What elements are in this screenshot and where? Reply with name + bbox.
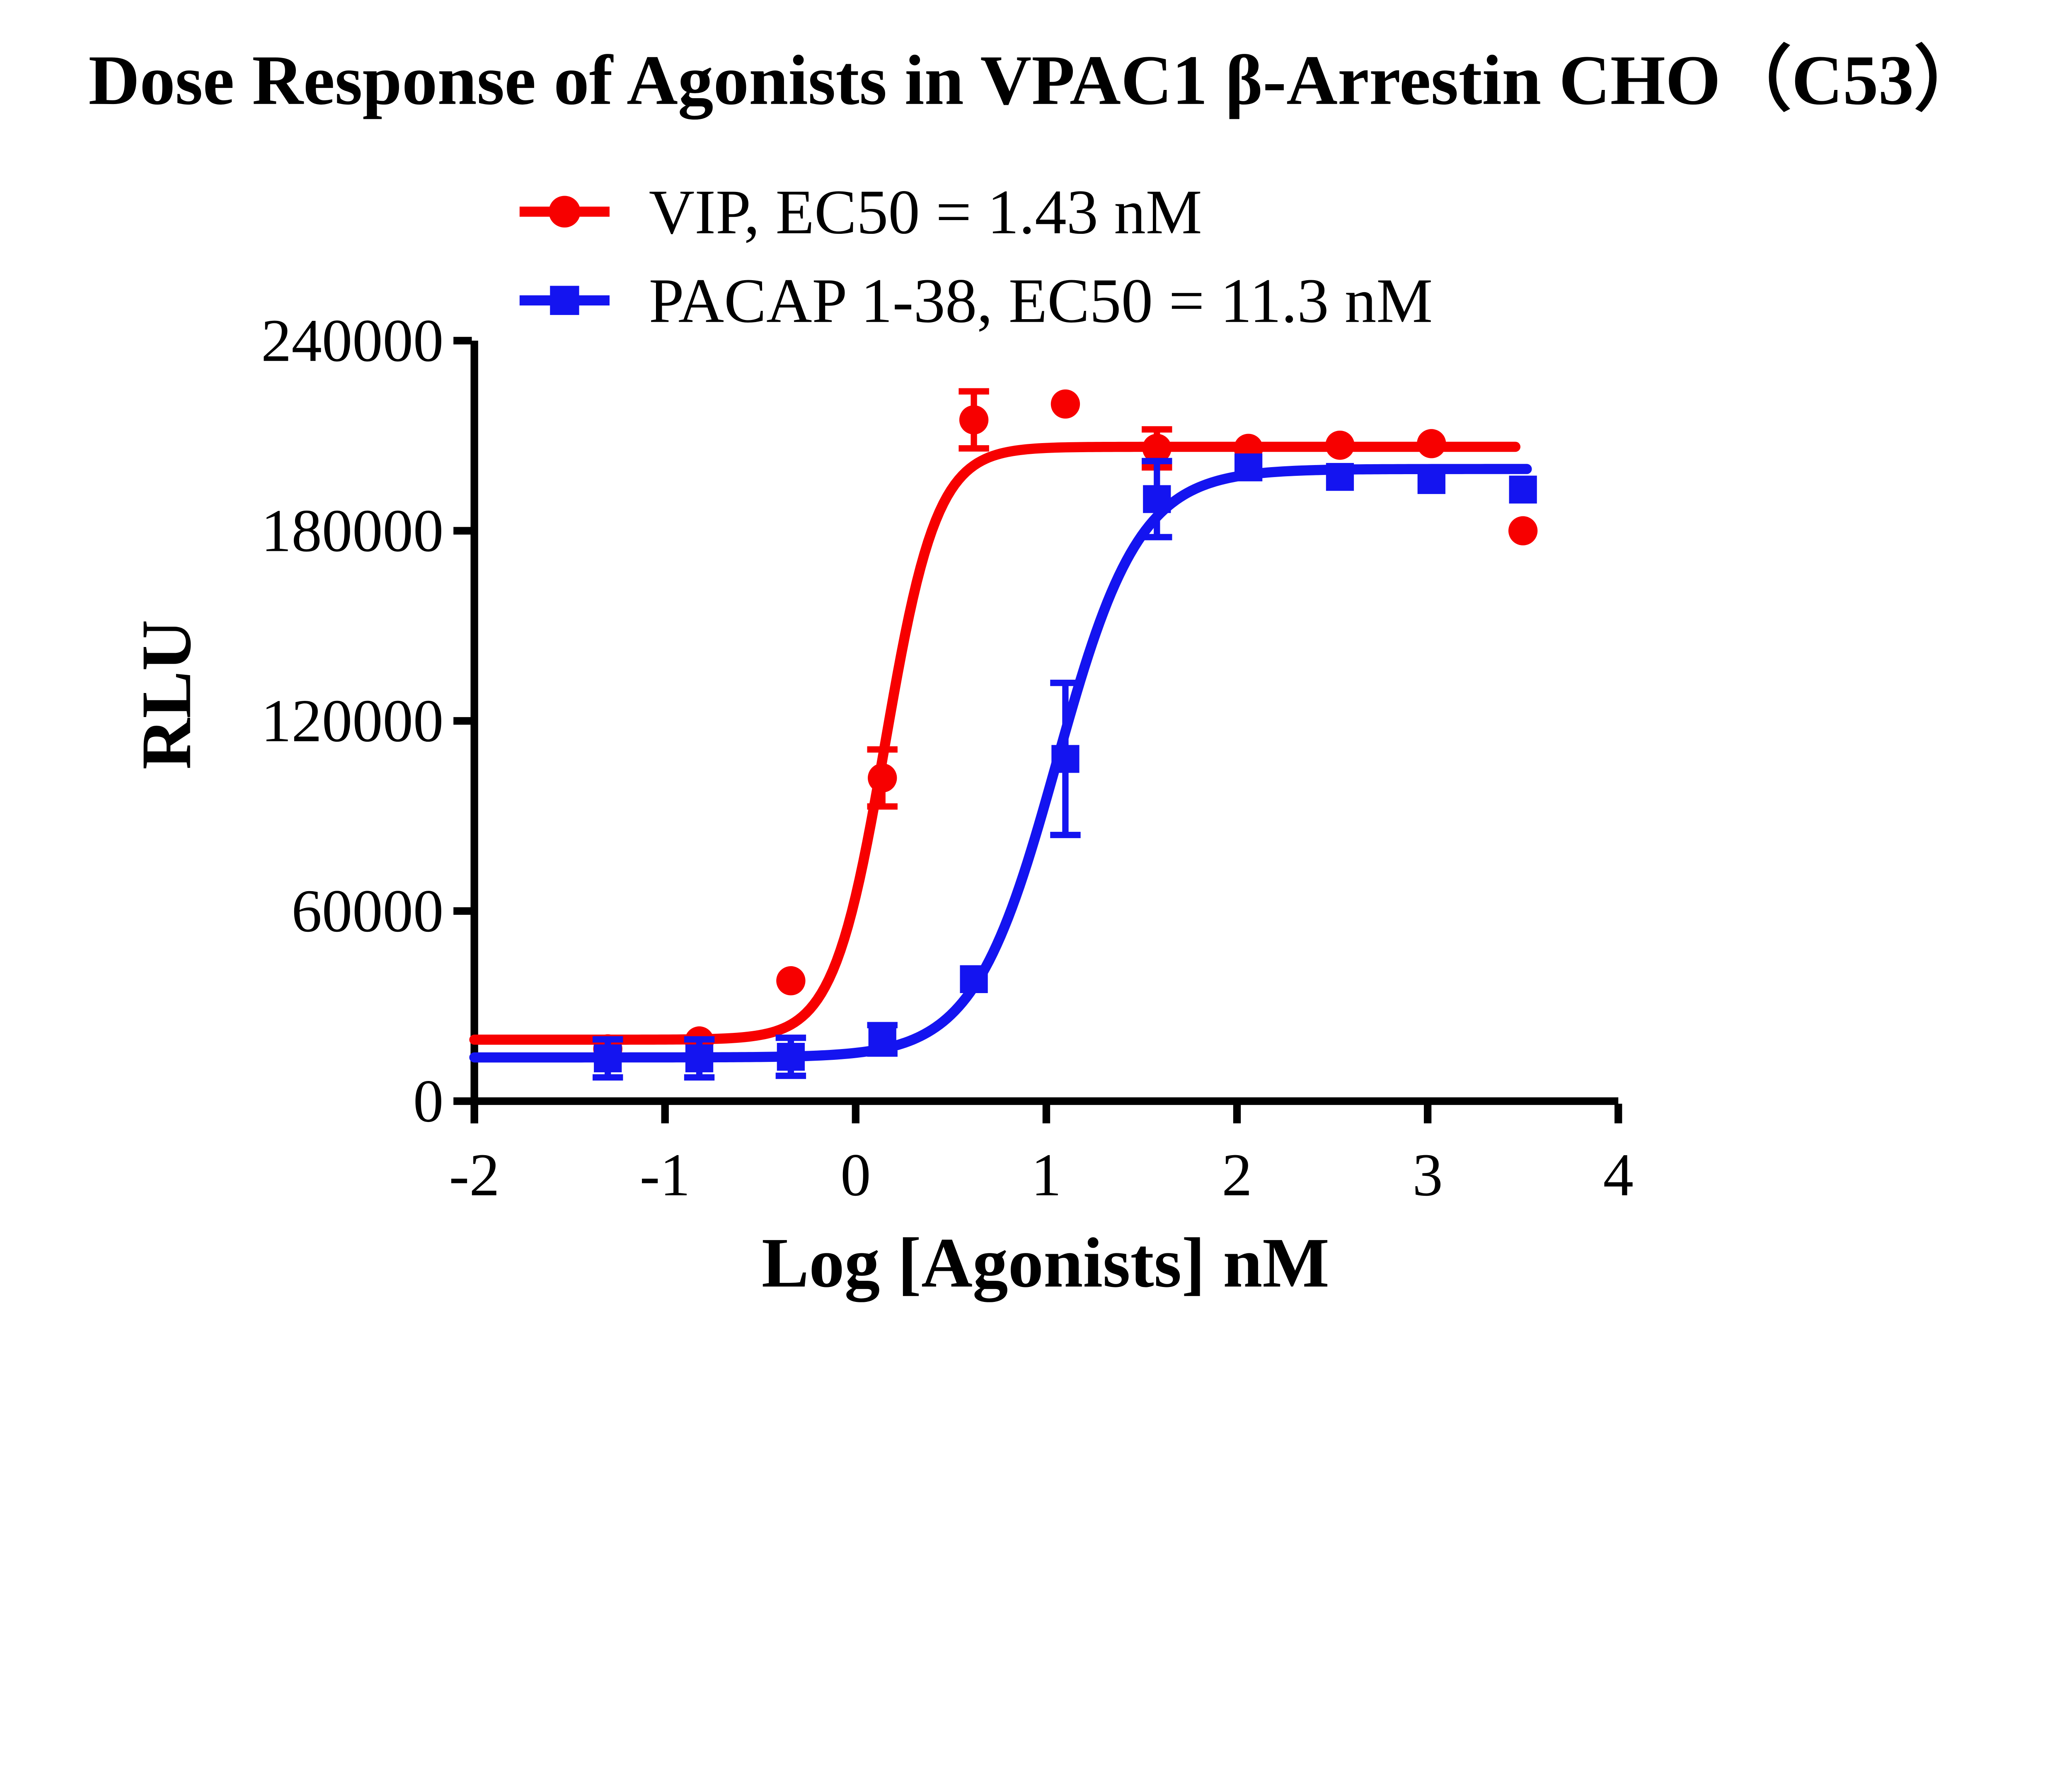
data-point-pacap xyxy=(1326,463,1354,491)
data-point-vip xyxy=(1142,434,1172,463)
data-point-pacap xyxy=(594,1044,622,1073)
data-point-vip xyxy=(868,763,897,793)
y-tick-label: 240000 xyxy=(261,307,443,374)
x-tick-label: -1 xyxy=(640,1141,690,1209)
pacap-fit-curve xyxy=(469,464,1532,1063)
data-point-pacap xyxy=(685,1044,714,1073)
data-point-vip xyxy=(776,966,806,996)
dose-response-figure: Dose Response of Agonists in VPAC1 β-Arr… xyxy=(88,41,1985,1302)
data-point-pacap xyxy=(1143,485,1171,513)
data-point-pacap xyxy=(777,1043,805,1071)
data-point-vip xyxy=(1417,429,1446,458)
data-point-pacap xyxy=(1509,475,1537,504)
legend-item-vip: VIP, EC50 = 1.43 nM xyxy=(519,177,1202,247)
x-tick-label: 0 xyxy=(840,1141,871,1209)
x-tick-label: 4 xyxy=(1603,1141,1633,1209)
x-tick-label: -2 xyxy=(449,1141,500,1209)
data-point-pacap xyxy=(1051,745,1080,773)
y-tick-label: 60000 xyxy=(291,877,443,945)
legend-label-vip: VIP, EC50 = 1.43 nM xyxy=(649,177,1202,247)
data-point-vip xyxy=(1508,516,1538,545)
x-tick-label: 3 xyxy=(1412,1141,1443,1209)
y-axis-title: RLU xyxy=(127,620,206,770)
legend-item-pacap: PACAP 1-38, EC50 = 11.3 nM xyxy=(519,266,1433,336)
y-tick-label: 0 xyxy=(413,1067,443,1135)
data-point-pacap xyxy=(1234,453,1263,482)
data-point-vip xyxy=(1325,430,1355,460)
x-tick-label: 2 xyxy=(1222,1141,1252,1209)
data-point-pacap xyxy=(868,1025,896,1054)
y-tick-label: 180000 xyxy=(261,497,443,565)
dose-response-chart: Dose Response of Agonists in VPAC1 β-Arr… xyxy=(88,41,1985,1302)
chart-title: Dose Response of Agonists in VPAC1 β-Arr… xyxy=(88,41,1985,120)
x-tick-label: 1 xyxy=(1031,1141,1061,1209)
data-point-vip xyxy=(959,405,989,435)
data-point-pacap xyxy=(1417,466,1445,494)
pacap-square-marker-icon xyxy=(550,286,579,315)
plot-area: -2 -1 0 1 2 3 4 0 60000 120000 180000 240000 xyxy=(261,307,1634,1209)
data-point-pacap xyxy=(960,965,988,994)
vip-circle-marker-icon xyxy=(549,196,581,228)
data-point-vip xyxy=(1051,389,1080,419)
x-axis-title: Log [Agonists] nM xyxy=(762,1224,1329,1302)
legend: VIP, EC50 = 1.43 nM PACAP 1-38, EC50 = 1… xyxy=(519,177,1433,336)
y-tick-label: 120000 xyxy=(261,687,443,754)
legend-label-pacap: PACAP 1-38, EC50 = 11.3 nM xyxy=(649,266,1433,336)
